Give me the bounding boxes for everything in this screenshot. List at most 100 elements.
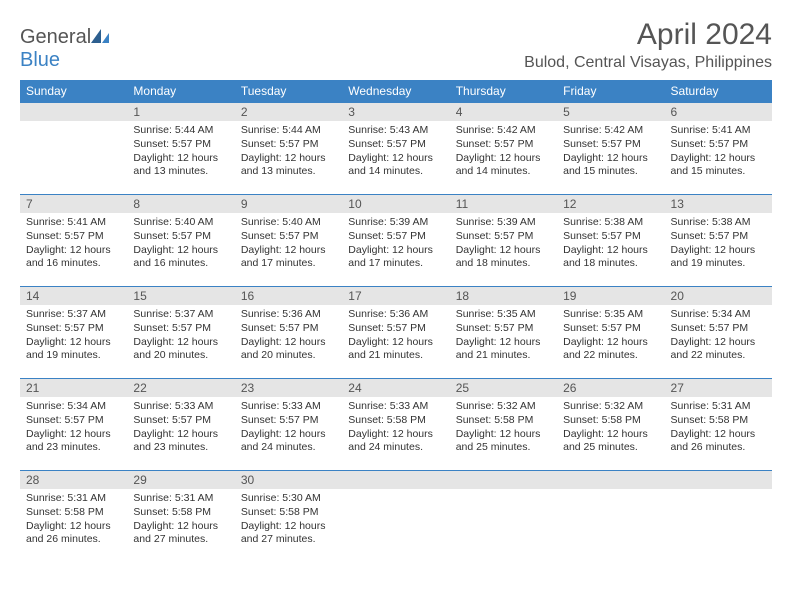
weekday-thursday: Thursday bbox=[450, 80, 557, 102]
day-number: 2 bbox=[235, 102, 342, 121]
day-details: Sunrise: 5:36 AMSunset: 5:57 PMDaylight:… bbox=[342, 305, 449, 368]
daylight-line: Daylight: 12 hours and 16 minutes. bbox=[26, 244, 121, 270]
calendar-cell bbox=[665, 470, 772, 562]
sunrise-line: Sunrise: 5:36 AM bbox=[348, 308, 443, 321]
daylight-line: Daylight: 12 hours and 25 minutes. bbox=[456, 428, 551, 454]
daylight-line: Daylight: 12 hours and 15 minutes. bbox=[563, 152, 658, 178]
sunrise-line: Sunrise: 5:40 AM bbox=[241, 216, 336, 229]
calendar-cell: 30Sunrise: 5:30 AMSunset: 5:58 PMDayligh… bbox=[235, 470, 342, 562]
day-number: 21 bbox=[20, 378, 127, 397]
day-details: Sunrise: 5:36 AMSunset: 5:57 PMDaylight:… bbox=[235, 305, 342, 368]
daylight-line: Daylight: 12 hours and 22 minutes. bbox=[671, 336, 766, 362]
day-number: 14 bbox=[20, 286, 127, 305]
day-details: Sunrise: 5:35 AMSunset: 5:57 PMDaylight:… bbox=[450, 305, 557, 368]
calendar-cell bbox=[342, 470, 449, 562]
calendar-cell bbox=[450, 470, 557, 562]
calendar-cell: 7Sunrise: 5:41 AMSunset: 5:57 PMDaylight… bbox=[20, 194, 127, 286]
calendar-cell: 2Sunrise: 5:44 AMSunset: 5:57 PMDaylight… bbox=[235, 102, 342, 194]
sunset-line: Sunset: 5:57 PM bbox=[133, 414, 228, 427]
sunrise-line: Sunrise: 5:33 AM bbox=[348, 400, 443, 413]
day-details: Sunrise: 5:44 AMSunset: 5:57 PMDaylight:… bbox=[235, 121, 342, 184]
sunrise-line: Sunrise: 5:34 AM bbox=[26, 400, 121, 413]
day-number: 4 bbox=[450, 102, 557, 121]
calendar-table: SundayMondayTuesdayWednesdayThursdayFrid… bbox=[20, 80, 772, 562]
sunrise-line: Sunrise: 5:43 AM bbox=[348, 124, 443, 137]
sunrise-line: Sunrise: 5:35 AM bbox=[456, 308, 551, 321]
day-number: 29 bbox=[127, 470, 234, 489]
day-details: Sunrise: 5:41 AMSunset: 5:57 PMDaylight:… bbox=[20, 213, 127, 276]
weekday-wednesday: Wednesday bbox=[342, 80, 449, 102]
day-details: Sunrise: 5:41 AMSunset: 5:57 PMDaylight:… bbox=[665, 121, 772, 184]
day-details: Sunrise: 5:43 AMSunset: 5:57 PMDaylight:… bbox=[342, 121, 449, 184]
calendar-cell: 15Sunrise: 5:37 AMSunset: 5:57 PMDayligh… bbox=[127, 286, 234, 378]
daylight-line: Daylight: 12 hours and 16 minutes. bbox=[133, 244, 228, 270]
day-number: 27 bbox=[665, 378, 772, 397]
calendar-cell: 16Sunrise: 5:36 AMSunset: 5:57 PMDayligh… bbox=[235, 286, 342, 378]
sunrise-line: Sunrise: 5:38 AM bbox=[563, 216, 658, 229]
day-number bbox=[665, 470, 772, 489]
sunrise-line: Sunrise: 5:34 AM bbox=[671, 308, 766, 321]
daylight-line: Daylight: 12 hours and 13 minutes. bbox=[133, 152, 228, 178]
sunset-line: Sunset: 5:57 PM bbox=[241, 414, 336, 427]
day-number: 12 bbox=[557, 194, 664, 213]
weekday-monday: Monday bbox=[127, 80, 234, 102]
day-number bbox=[557, 470, 664, 489]
sunset-line: Sunset: 5:57 PM bbox=[456, 322, 551, 335]
day-details: Sunrise: 5:37 AMSunset: 5:57 PMDaylight:… bbox=[127, 305, 234, 368]
daylight-line: Daylight: 12 hours and 18 minutes. bbox=[456, 244, 551, 270]
day-details: Sunrise: 5:33 AMSunset: 5:57 PMDaylight:… bbox=[127, 397, 234, 460]
sunrise-line: Sunrise: 5:42 AM bbox=[563, 124, 658, 137]
daylight-line: Daylight: 12 hours and 24 minutes. bbox=[241, 428, 336, 454]
day-details: Sunrise: 5:42 AMSunset: 5:57 PMDaylight:… bbox=[450, 121, 557, 184]
sunset-line: Sunset: 5:58 PM bbox=[348, 414, 443, 427]
day-details: Sunrise: 5:31 AMSunset: 5:58 PMDaylight:… bbox=[665, 397, 772, 460]
sunrise-line: Sunrise: 5:41 AM bbox=[26, 216, 121, 229]
calendar-cell: 18Sunrise: 5:35 AMSunset: 5:57 PMDayligh… bbox=[450, 286, 557, 378]
daylight-line: Daylight: 12 hours and 23 minutes. bbox=[133, 428, 228, 454]
calendar-cell: 23Sunrise: 5:33 AMSunset: 5:57 PMDayligh… bbox=[235, 378, 342, 470]
day-details: Sunrise: 5:34 AMSunset: 5:57 PMDaylight:… bbox=[665, 305, 772, 368]
sunset-line: Sunset: 5:57 PM bbox=[456, 138, 551, 151]
sunrise-line: Sunrise: 5:44 AM bbox=[241, 124, 336, 137]
calendar-cell: 1Sunrise: 5:44 AMSunset: 5:57 PMDaylight… bbox=[127, 102, 234, 194]
calendar-week: 14Sunrise: 5:37 AMSunset: 5:57 PMDayligh… bbox=[20, 286, 772, 378]
daylight-line: Daylight: 12 hours and 22 minutes. bbox=[563, 336, 658, 362]
daylight-line: Daylight: 12 hours and 13 minutes. bbox=[241, 152, 336, 178]
day-number: 13 bbox=[665, 194, 772, 213]
day-number: 19 bbox=[557, 286, 664, 305]
daylight-line: Daylight: 12 hours and 17 minutes. bbox=[348, 244, 443, 270]
sunrise-line: Sunrise: 5:32 AM bbox=[563, 400, 658, 413]
sunset-line: Sunset: 5:57 PM bbox=[241, 230, 336, 243]
sunset-line: Sunset: 5:57 PM bbox=[133, 322, 228, 335]
calendar-cell: 11Sunrise: 5:39 AMSunset: 5:57 PMDayligh… bbox=[450, 194, 557, 286]
daylight-line: Daylight: 12 hours and 26 minutes. bbox=[671, 428, 766, 454]
daylight-line: Daylight: 12 hours and 17 minutes. bbox=[241, 244, 336, 270]
sunrise-line: Sunrise: 5:31 AM bbox=[671, 400, 766, 413]
day-number: 24 bbox=[342, 378, 449, 397]
calendar-cell bbox=[20, 102, 127, 194]
logo-text: General Blue bbox=[20, 26, 109, 72]
sunrise-line: Sunrise: 5:37 AM bbox=[26, 308, 121, 321]
day-number bbox=[20, 102, 127, 121]
day-details: Sunrise: 5:42 AMSunset: 5:57 PMDaylight:… bbox=[557, 121, 664, 184]
sunset-line: Sunset: 5:57 PM bbox=[241, 322, 336, 335]
day-details: Sunrise: 5:44 AMSunset: 5:57 PMDaylight:… bbox=[127, 121, 234, 184]
day-number: 17 bbox=[342, 286, 449, 305]
day-number: 23 bbox=[235, 378, 342, 397]
calendar-cell: 26Sunrise: 5:32 AMSunset: 5:58 PMDayligh… bbox=[557, 378, 664, 470]
sunrise-line: Sunrise: 5:38 AM bbox=[671, 216, 766, 229]
sunset-line: Sunset: 5:57 PM bbox=[133, 230, 228, 243]
daylight-line: Daylight: 12 hours and 20 minutes. bbox=[241, 336, 336, 362]
daylight-line: Daylight: 12 hours and 14 minutes. bbox=[456, 152, 551, 178]
day-details: Sunrise: 5:34 AMSunset: 5:57 PMDaylight:… bbox=[20, 397, 127, 460]
sunset-line: Sunset: 5:57 PM bbox=[26, 322, 121, 335]
sunrise-line: Sunrise: 5:39 AM bbox=[348, 216, 443, 229]
sunset-line: Sunset: 5:57 PM bbox=[563, 230, 658, 243]
calendar-cell: 3Sunrise: 5:43 AMSunset: 5:57 PMDaylight… bbox=[342, 102, 449, 194]
sunset-line: Sunset: 5:57 PM bbox=[348, 322, 443, 335]
weekday-tuesday: Tuesday bbox=[235, 80, 342, 102]
daylight-line: Daylight: 12 hours and 21 minutes. bbox=[348, 336, 443, 362]
daylight-line: Daylight: 12 hours and 19 minutes. bbox=[671, 244, 766, 270]
sunset-line: Sunset: 5:58 PM bbox=[133, 506, 228, 519]
weekday-friday: Friday bbox=[557, 80, 664, 102]
